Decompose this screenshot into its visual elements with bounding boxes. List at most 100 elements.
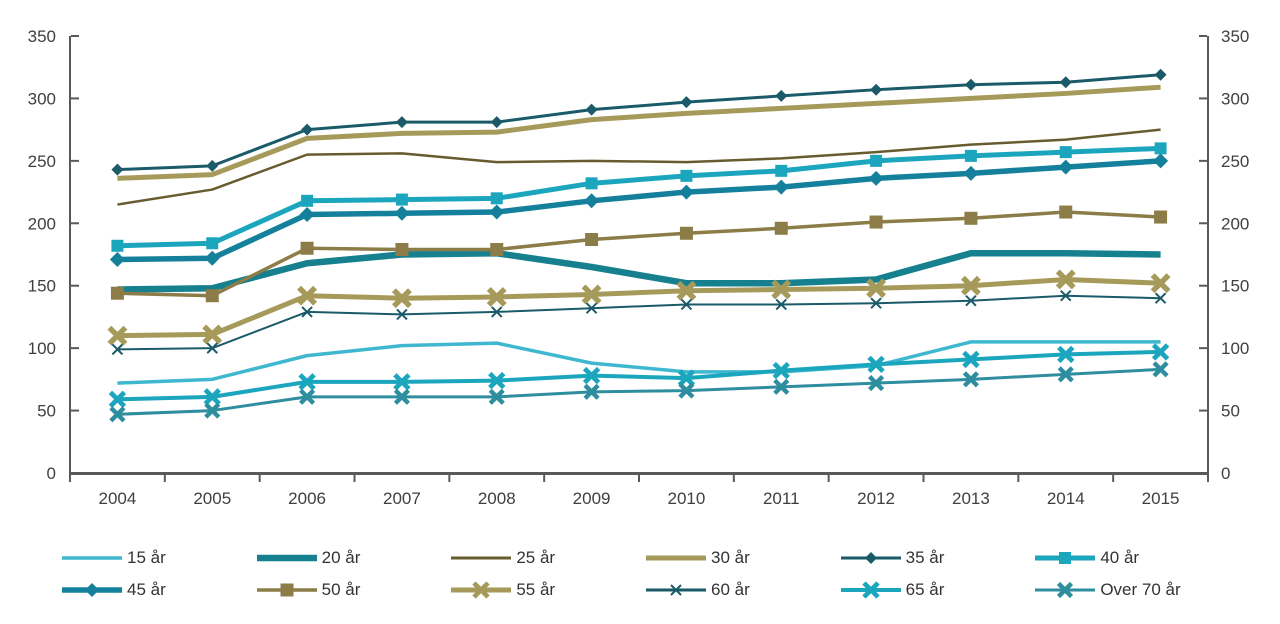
data-point-marker (206, 342, 218, 354)
data-point-marker (206, 159, 219, 172)
data-point-marker (490, 243, 504, 257)
data-point-marker (584, 193, 600, 209)
data-point-marker (678, 184, 694, 200)
data-point-marker (1057, 581, 1074, 598)
legend-swatch-icon (1035, 551, 1096, 564)
x-axis-tick-label: 2011 (763, 489, 800, 508)
data-point-marker (204, 402, 221, 419)
legend-item-label: 20 år (321, 547, 361, 567)
data-point-marker (109, 251, 125, 267)
data-point-marker (394, 205, 410, 221)
series-line (117, 367, 1161, 416)
data-point-marker (393, 388, 410, 405)
data-point-marker (585, 103, 598, 116)
y-axis-tick-label-right: 300 (1221, 89, 1249, 108)
x-axis-tick-label: 2006 (288, 489, 326, 508)
data-point-marker (679, 226, 693, 240)
x-axis-labels: 2004 2005 2006 2007 2008 2009 2010 2011 2012 2013… (99, 489, 1180, 508)
data-point-marker (583, 383, 600, 400)
data-point-marker (1057, 366, 1074, 383)
legend-swatch-icon (256, 554, 317, 561)
legend-swatch-icon (646, 583, 706, 596)
data-point-marker (107, 325, 128, 346)
x-axis-tick-label: 2009 (573, 489, 611, 508)
data-point-marker (395, 116, 408, 129)
x-axis-tick-label: 2005 (193, 489, 231, 508)
data-point-marker (680, 169, 693, 182)
legend-item-label: 55 år (516, 579, 556, 599)
data-point-marker (869, 215, 883, 229)
legend-item: 60 år (644, 579, 839, 600)
data-point-marker (206, 237, 219, 250)
series-40-ar (111, 142, 1167, 252)
data-point-marker (1059, 205, 1073, 219)
x-axis-tick-label: 2015 (1142, 489, 1180, 508)
y-axis-tick-label-right: 200 (1221, 214, 1249, 233)
y-axis-labels: 0 0 50 50 100 100 150 150 200 200 250 250 300 300 350 3… (28, 27, 1250, 483)
data-point-marker (301, 194, 314, 207)
legend-item: Over 70 år (1033, 579, 1228, 600)
series-line (117, 128, 1161, 206)
legend-item: 20 år (255, 547, 450, 568)
y-axis-tick-label-left: 350 (28, 27, 56, 46)
data-point-marker (866, 278, 887, 299)
x-axis-tick-label: 2014 (1047, 489, 1085, 508)
x-axis-tick-label: 2010 (668, 489, 706, 508)
data-point-marker (774, 221, 788, 235)
series-20-ar (117, 250, 1161, 293)
data-point-marker (964, 211, 978, 225)
y-axis-tick-label-right: 100 (1221, 339, 1249, 358)
data-point-marker (775, 164, 788, 177)
series-60-ar (111, 289, 1167, 356)
data-point-marker (1152, 361, 1169, 378)
series-30-ar (117, 84, 1161, 181)
data-point-marker (964, 149, 977, 162)
data-point-marker (680, 298, 693, 311)
data-point-marker (490, 192, 503, 205)
data-point-marker (677, 369, 696, 387)
series-15-ar (117, 340, 1161, 385)
data-point-marker (396, 308, 408, 321)
data-point-marker (1057, 345, 1075, 364)
series-35-ar (111, 68, 1167, 176)
data-point-marker (203, 388, 221, 406)
data-point-marker (773, 378, 790, 395)
data-point-marker (204, 250, 220, 266)
legend-item: 25 år (449, 547, 644, 568)
data-point-marker (205, 289, 219, 303)
data-point-marker (870, 83, 883, 96)
data-point-marker (867, 355, 885, 374)
axes (69, 35, 1209, 482)
legend-item: 65 år (839, 579, 1034, 600)
legend-swatch-icon (451, 580, 512, 599)
legend-swatch-icon (1035, 581, 1096, 598)
y-axis-tick-label-right: 50 (1221, 402, 1240, 421)
data-point-marker (280, 583, 294, 596)
data-point-marker (962, 371, 979, 388)
data-point-marker (488, 388, 505, 405)
data-point-marker (775, 89, 788, 102)
legend-item-label: 60 år (711, 579, 750, 599)
series-line (117, 349, 1161, 402)
data-point-marker (1059, 146, 1072, 159)
data-point-marker (111, 239, 124, 252)
data-point-marker (964, 78, 977, 91)
legend-swatch-icon (62, 582, 122, 597)
data-point-marker (393, 373, 411, 391)
y-axis-tick-label-right: 350 (1221, 27, 1249, 46)
series-line (117, 73, 1161, 172)
data-point-marker (395, 193, 408, 206)
data-point-marker (472, 580, 491, 599)
data-point-marker (1153, 153, 1169, 169)
series-line (117, 276, 1161, 339)
x-axis-tick-label: 2008 (478, 489, 516, 508)
data-point-marker (488, 371, 506, 390)
series-line (117, 250, 1161, 293)
legend-swatch-icon (451, 556, 512, 559)
data-point-marker (965, 294, 977, 307)
data-point-marker (771, 279, 792, 300)
legend-swatch-icon (840, 580, 901, 599)
y-axis-tick-label-left: 100 (28, 339, 56, 358)
data-point-marker (581, 284, 602, 305)
